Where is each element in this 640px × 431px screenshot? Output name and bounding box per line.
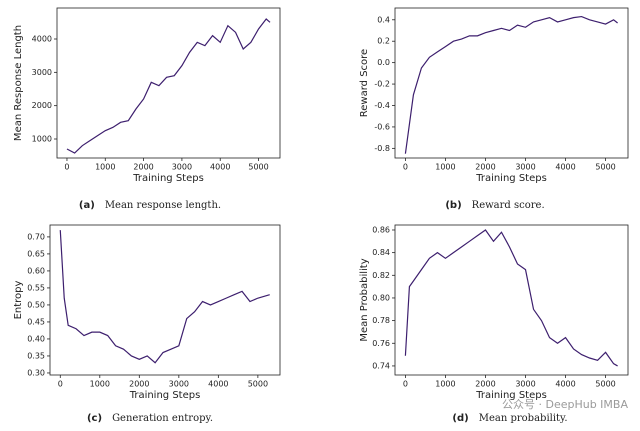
x-tick-label: 4000 <box>555 163 575 172</box>
x-tick-label: 0 <box>64 163 69 172</box>
y-tick-label: 0.70 <box>27 232 45 241</box>
x-axis-label: Training Steps <box>129 390 201 401</box>
x-axis-label: Training Steps <box>475 173 547 184</box>
caption: (b) Reward score. <box>445 200 544 212</box>
y-axis-label: Reward Score <box>359 49 370 117</box>
x-tick-label: 2000 <box>475 163 495 172</box>
x-tick-label: 0 <box>403 163 408 172</box>
x-tick-label: 2000 <box>133 163 153 172</box>
x-tick-label: 5000 <box>248 380 268 389</box>
y-tick-label: -0.4 <box>374 101 390 110</box>
x-tick-label: 1000 <box>90 380 110 389</box>
y-tick-label: 0.86 <box>372 225 390 234</box>
plot-frame <box>49 224 281 376</box>
y-tick-label: 0.78 <box>372 316 390 325</box>
y-tick-label: 0.82 <box>372 271 390 280</box>
plot-frame <box>394 224 629 376</box>
x-tick-label: 0 <box>403 380 408 389</box>
x-tick-label: 2000 <box>129 380 149 389</box>
caption-label: (d) <box>452 413 468 424</box>
caption: (c) Generation entropy. <box>87 413 213 425</box>
caption-text: Mean response length. <box>105 200 221 211</box>
caption-text: Generation entropy. <box>112 413 213 424</box>
caption-space <box>95 200 105 211</box>
y-tick-label: 0.45 <box>27 317 45 326</box>
x-tick-label: 3000 <box>169 380 189 389</box>
caption: (a) Mean response length. <box>79 200 221 212</box>
y-tick-label: 0.50 <box>27 300 45 309</box>
y-axis-label: Mean Probability <box>359 258 370 341</box>
caption-text: Mean probability. <box>479 413 568 424</box>
data-line <box>66 18 271 154</box>
y-tick-label: -0.6 <box>374 122 390 131</box>
y-tick-label: 0.40 <box>27 334 45 343</box>
y-tick-label: 1000 <box>32 135 52 144</box>
y-tick-label: 0.80 <box>372 293 390 302</box>
y-tick-label: 0.84 <box>372 248 390 257</box>
x-axis-label: Training Steps <box>475 390 547 401</box>
caption: (d) Mean probability. <box>452 413 567 425</box>
caption-text: Reward score. <box>472 200 545 211</box>
x-tick-label: 4000 <box>210 163 230 172</box>
y-tick-label: 0.35 <box>27 351 45 360</box>
x-tick-label: 1000 <box>435 163 455 172</box>
y-tick-label: 0.2 <box>377 37 390 46</box>
caption-label: (a) <box>79 200 95 211</box>
y-axis-label: Mean Response Length <box>13 25 24 141</box>
data-line <box>59 230 270 364</box>
y-tick-label: 0.4 <box>377 15 390 24</box>
caption-space <box>102 413 112 424</box>
x-tick-label: 4000 <box>555 380 575 389</box>
plot-frame <box>56 7 281 159</box>
caption-space <box>469 413 479 424</box>
y-tick-label: 2000 <box>32 101 52 110</box>
caption-space <box>462 200 472 211</box>
x-tick-label: 3000 <box>515 380 535 389</box>
x-tick-label: 3000 <box>172 163 192 172</box>
x-tick-label: 5000 <box>248 163 268 172</box>
y-tick-label: 0.30 <box>27 368 45 377</box>
caption-label: (c) <box>87 413 102 424</box>
y-tick-label: 4000 <box>32 35 52 44</box>
y-axis-label: Entropy <box>13 280 24 319</box>
y-tick-label: 0.74 <box>372 361 390 370</box>
y-tick-label: 3000 <box>32 68 52 77</box>
data-line <box>404 229 618 367</box>
watermark: 公众号 · DeepHub IMBA <box>502 398 628 411</box>
y-tick-label: 0.76 <box>372 339 390 348</box>
y-tick-label: 0.55 <box>27 283 45 292</box>
data-line <box>404 15 618 154</box>
y-tick-label: 0.65 <box>27 249 45 258</box>
caption-label: (b) <box>445 200 461 211</box>
x-tick-label: 1000 <box>95 163 115 172</box>
y-tick-label: -0.2 <box>374 80 390 89</box>
plot-frame <box>394 7 629 159</box>
x-tick-label: 4000 <box>208 380 228 389</box>
x-tick-label: 1000 <box>435 380 455 389</box>
x-tick-label: 0 <box>58 380 63 389</box>
y-tick-label: 0.0 <box>377 58 390 67</box>
y-tick-label: 0.60 <box>27 266 45 275</box>
x-tick-label: 5000 <box>595 163 615 172</box>
x-tick-label: 3000 <box>515 163 535 172</box>
x-axis-label: Training Steps <box>132 173 204 184</box>
x-tick-label: 5000 <box>595 380 615 389</box>
y-tick-label: -0.8 <box>374 144 390 153</box>
x-tick-label: 2000 <box>475 380 495 389</box>
